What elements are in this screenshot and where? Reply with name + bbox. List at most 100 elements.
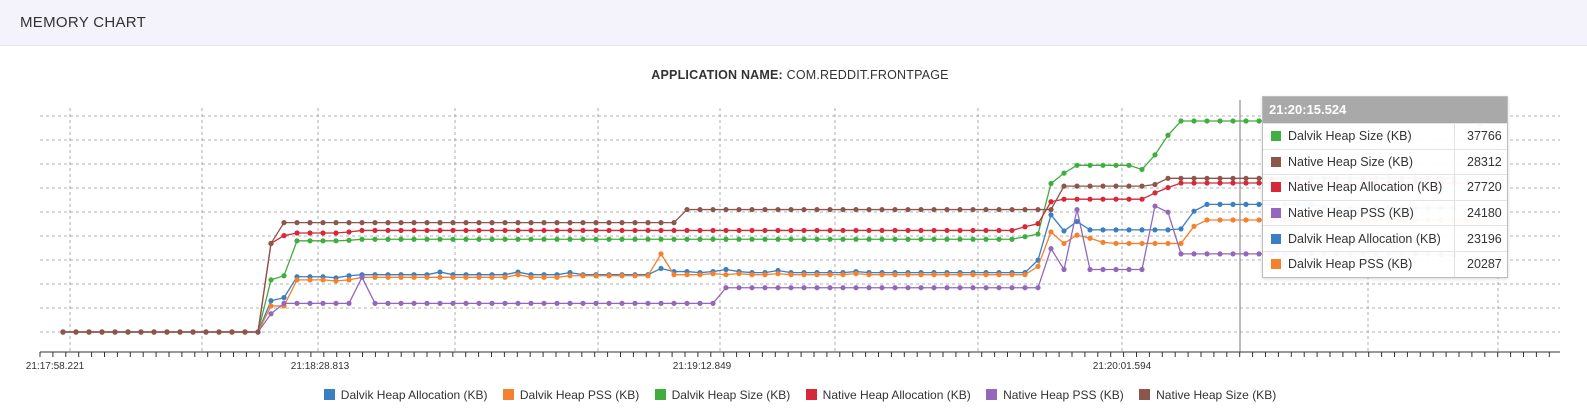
data-point [892, 206, 898, 213]
data-point [619, 300, 625, 306]
data-point [229, 329, 235, 335]
data-point [658, 220, 664, 226]
tooltip-series-value: 27720 [1467, 180, 1502, 195]
data-point [567, 220, 573, 226]
data-point [411, 274, 417, 280]
data-point [866, 285, 872, 291]
data-point [541, 220, 547, 226]
data-point [931, 285, 937, 291]
data-point [489, 236, 495, 242]
data-point [1165, 132, 1171, 138]
data-point [463, 236, 469, 242]
data-point [684, 227, 690, 234]
tooltip-series-name: Dalvik Heap Size (KB) [1288, 129, 1412, 144]
data-point [346, 229, 352, 235]
data-point [853, 227, 859, 234]
data-point [853, 271, 859, 277]
legend-item-dalvik-heap-pss[interactable]: Dalvik Heap PSS (KB) [502, 388, 639, 402]
data-point [1152, 181, 1158, 188]
data-point [1035, 285, 1041, 291]
data-point [775, 227, 781, 234]
data-point [632, 220, 638, 226]
legend-swatch [805, 389, 817, 400]
data-point [1152, 240, 1158, 247]
legend-item-native-heap-size[interactable]: Native Heap Size (KB) [1139, 388, 1276, 402]
data-point [736, 236, 742, 242]
data-point [1061, 266, 1067, 273]
data-point [320, 230, 326, 236]
legend-swatch [323, 389, 335, 400]
legend-label: Native Heap Allocation (KB) [822, 388, 971, 402]
data-point [1139, 196, 1145, 202]
tooltip-row: Dalvik Heap Allocation (KB) 23196 [1263, 225, 1507, 251]
data-point [346, 277, 352, 283]
legend-item-native-heap-pss[interactable]: Native Heap PSS (KB) [986, 388, 1124, 402]
data-point [1178, 180, 1184, 186]
tooltip-swatch [1271, 182, 1281, 193]
data-point [814, 236, 820, 242]
data-point [619, 273, 625, 279]
series-line [63, 182, 1467, 333]
data-point [723, 272, 729, 278]
data-point [437, 220, 443, 226]
data-point [1048, 206, 1054, 213]
data-point [99, 329, 105, 335]
legend-item-dalvik-heap-size[interactable]: Dalvik Heap Size (KB) [654, 388, 790, 402]
data-point [775, 236, 781, 242]
data-point [86, 329, 92, 335]
tooltip-swatch [1271, 208, 1281, 219]
data-point [450, 236, 456, 242]
data-point [450, 227, 456, 234]
data-point [931, 206, 937, 213]
data-point [1152, 227, 1158, 233]
data-point [801, 227, 807, 234]
data-point [775, 206, 781, 213]
data-point [788, 206, 794, 213]
data-point [814, 285, 820, 291]
data-point [658, 251, 664, 257]
data-point [476, 274, 482, 280]
legend-item-native-heap-allocation[interactable]: Native Heap Allocation (KB) [805, 388, 971, 402]
data-point [840, 236, 846, 242]
data-point [1113, 266, 1119, 273]
data-point [1061, 183, 1067, 189]
data-point [762, 272, 768, 278]
data-point [944, 272, 950, 278]
data-point [1217, 217, 1223, 223]
data-point [1087, 227, 1093, 233]
data-point [515, 220, 521, 226]
data-point [918, 272, 924, 278]
data-point [1191, 118, 1197, 124]
data-point [580, 273, 586, 279]
data-point [931, 236, 937, 242]
data-point [489, 300, 495, 306]
data-point [671, 236, 677, 242]
data-point [1074, 196, 1080, 202]
data-point [398, 274, 404, 280]
data-point [60, 329, 66, 335]
data-point [1191, 180, 1197, 186]
data-point [1009, 236, 1015, 242]
data-point [1061, 196, 1067, 202]
data-point [1243, 201, 1249, 207]
data-point [294, 220, 300, 226]
data-point [801, 236, 807, 242]
data-point [970, 206, 976, 213]
legend-item-dalvik-heap-allocation[interactable]: Dalvik Heap Allocation (KB) [323, 388, 488, 402]
data-point [307, 238, 313, 244]
data-point [1204, 251, 1210, 257]
legend: Dalvik Heap Allocation (KB) Dalvik Heap … [0, 388, 1587, 402]
data-point [593, 220, 599, 226]
data-point [437, 269, 443, 275]
legend-label: Native Heap PSS (KB) [1003, 388, 1124, 402]
data-point [411, 300, 417, 306]
data-point [372, 227, 378, 234]
data-point [892, 236, 898, 242]
data-point [697, 227, 703, 234]
data-point [73, 329, 79, 335]
data-point [905, 227, 911, 234]
data-point [736, 271, 742, 277]
data-point [1035, 263, 1041, 269]
data-point [996, 227, 1002, 234]
